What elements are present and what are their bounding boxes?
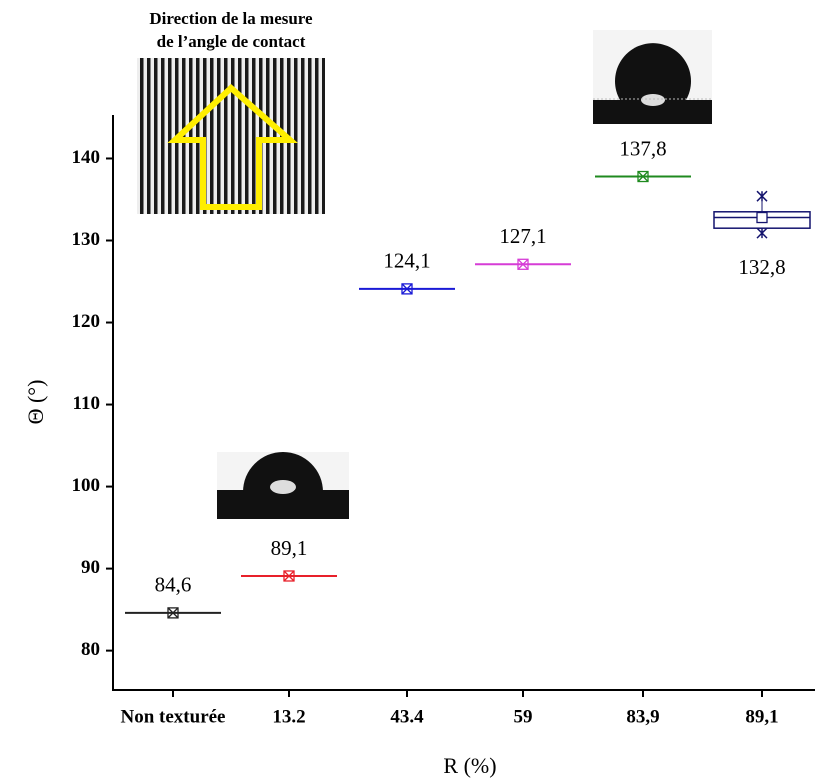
texture-image bbox=[137, 58, 325, 214]
mean-marker bbox=[517, 258, 529, 270]
y-tick-label: 110 bbox=[73, 393, 100, 414]
value-label: 127,1 bbox=[499, 224, 546, 248]
value-label: 137,8 bbox=[619, 136, 666, 160]
y-tick-label: 80 bbox=[81, 639, 100, 660]
mean-marker bbox=[637, 170, 649, 183]
x-axis-title: R (%) bbox=[443, 753, 496, 778]
mean-marker bbox=[167, 607, 179, 619]
y-tick-label: 130 bbox=[72, 229, 101, 250]
value-label: 84,6 bbox=[155, 573, 192, 597]
mean-marker-cross bbox=[517, 258, 529, 270]
value-label: 124,1 bbox=[383, 249, 430, 273]
mean-marker-cross bbox=[167, 607, 179, 619]
x-tick-label: 13.2 bbox=[272, 706, 305, 727]
mean-marker-cross bbox=[637, 171, 649, 182]
x-tick-label: Non texturée bbox=[121, 706, 226, 727]
y-tick-label: 140 bbox=[72, 147, 101, 168]
droplet-image bbox=[593, 30, 712, 124]
y-tick-label: 90 bbox=[81, 557, 100, 578]
mean-marker bbox=[756, 211, 768, 224]
annotation: de l’angle de contact bbox=[157, 32, 306, 51]
y-tick-label: 120 bbox=[72, 311, 101, 332]
x-tick-label: 83,9 bbox=[626, 706, 659, 727]
x-tick-label: 89,1 bbox=[745, 706, 778, 727]
y-axis-title: Θ (°) bbox=[23, 380, 48, 425]
mean-marker bbox=[283, 570, 295, 582]
extreme-marker bbox=[756, 227, 768, 239]
mean-marker bbox=[401, 283, 413, 295]
mean-marker-cross bbox=[401, 283, 413, 295]
y-tick-label: 100 bbox=[72, 475, 101, 496]
droplet-image bbox=[217, 451, 349, 519]
annotation: Direction de la mesure bbox=[149, 9, 313, 28]
x-tick-label: 43.4 bbox=[390, 706, 424, 727]
x-tick-label: 59 bbox=[514, 706, 533, 727]
extreme-marker bbox=[756, 190, 768, 202]
value-label: 89,1 bbox=[271, 536, 308, 560]
mean-marker-cross bbox=[283, 570, 295, 582]
value-label: 132,8 bbox=[738, 255, 785, 279]
